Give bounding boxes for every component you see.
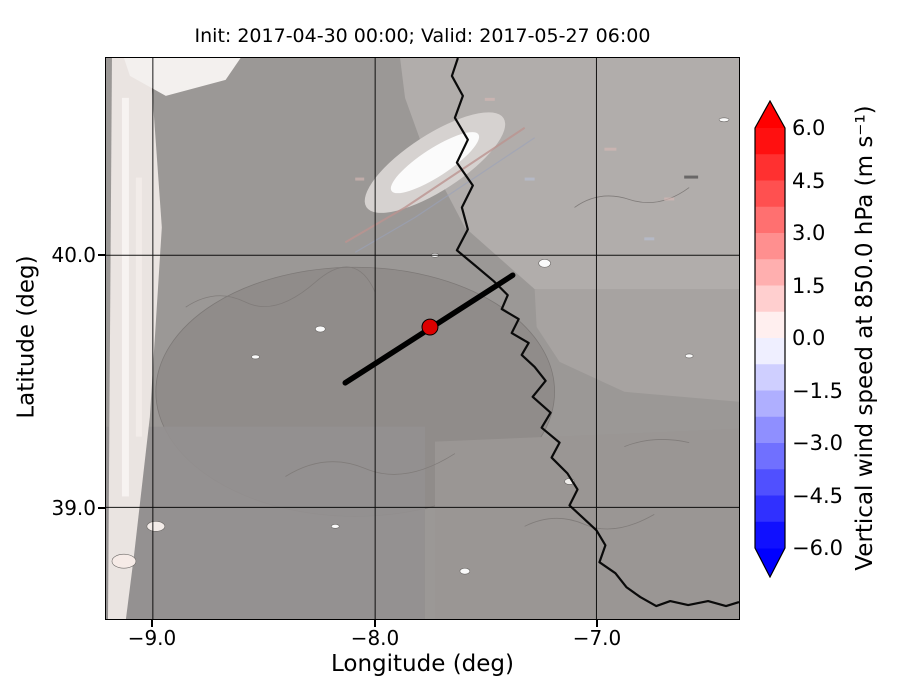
colorbar-tick-label: 1.5 — [792, 273, 826, 298]
plot-area — [105, 57, 740, 620]
y-tick-mark — [98, 507, 105, 509]
colorbar-tick-label: −3.0 — [792, 431, 843, 455]
location-marker — [421, 318, 439, 336]
y-tick-mark — [98, 254, 105, 256]
plot-title: Init: 2017-04-30 00:00; Valid: 2017-05-2… — [194, 25, 651, 47]
map — [106, 58, 739, 619]
grid-lines — [106, 58, 739, 619]
colorbar-tick-label: 0.0 — [792, 326, 826, 350]
colorbar-arrow-down — [755, 548, 785, 577]
x-tick-label: −7.0 — [572, 626, 622, 650]
x-tick-mark — [151, 620, 153, 627]
x-tick-label: −9.0 — [127, 626, 177, 650]
colorbar-tick-label: 6.0 — [792, 116, 826, 140]
y-tick-label: 40.0 — [51, 243, 96, 267]
y-axis-label: Latitude (deg) — [13, 255, 40, 419]
y-tick-label: 39.0 — [51, 496, 96, 520]
terrain-shading — [106, 58, 739, 619]
colorbar-tick-label: −1.5 — [792, 378, 843, 403]
border-line — [450, 58, 739, 608]
colorbar-tick-label: 3.0 — [792, 221, 826, 245]
colorbar-arrow-up — [755, 101, 785, 128]
colorbar-gradient — [755, 128, 785, 549]
x-axis-label: Longitude (deg) — [330, 651, 514, 677]
colorbar-outline — [754, 100, 786, 578]
colorbar-tick-label: −6.0 — [792, 536, 843, 560]
colorbar-tick-label: 4.5 — [792, 168, 826, 193]
x-tick-label: −8.0 — [350, 626, 400, 650]
x-tick-mark — [374, 620, 376, 627]
colorbar — [754, 100, 786, 578]
colorbar-tick-label: −4.5 — [792, 483, 843, 508]
x-tick-mark — [596, 620, 598, 627]
colorbar-label: Vertical wind speed at 850.0 hPa (m s⁻¹) — [852, 105, 878, 571]
